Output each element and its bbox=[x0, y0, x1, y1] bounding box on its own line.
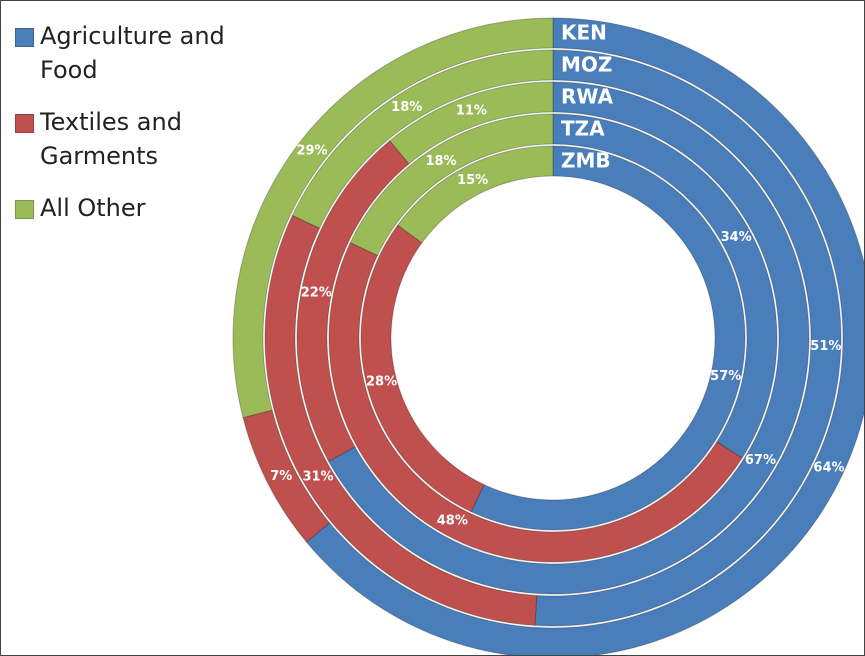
data-label: 15% bbox=[457, 173, 488, 188]
data-label: 7% bbox=[270, 469, 292, 484]
ring-label: KEN bbox=[561, 21, 607, 45]
ring-segment bbox=[349, 113, 554, 257]
legend: Agriculture and Food Textiles and Garment… bbox=[15, 19, 265, 243]
ring-segment bbox=[291, 49, 554, 229]
ring-segment bbox=[552, 113, 778, 459]
data-label: 51% bbox=[810, 339, 841, 354]
data-label: 29% bbox=[296, 144, 327, 159]
ring-segment bbox=[328, 241, 743, 563]
data-label: 34% bbox=[721, 230, 752, 245]
ring-segment bbox=[242, 409, 331, 543]
legend-swatch bbox=[15, 114, 34, 133]
ring-segment bbox=[470, 145, 746, 531]
data-label: 67% bbox=[745, 453, 776, 468]
data-label: 31% bbox=[302, 469, 333, 484]
ring-label: RWA bbox=[561, 85, 614, 109]
data-label: 11% bbox=[456, 104, 487, 119]
legend-swatch bbox=[15, 200, 34, 219]
legend-swatch bbox=[15, 28, 34, 47]
ring-segment bbox=[305, 17, 864, 655]
legend-label: Agriculture and Food bbox=[40, 22, 225, 84]
ring-segment bbox=[396, 145, 554, 244]
data-label: 18% bbox=[391, 100, 422, 115]
ring-segment bbox=[360, 224, 485, 513]
data-label: 57% bbox=[710, 369, 741, 384]
ring-segment bbox=[232, 17, 554, 419]
legend-label: All Other bbox=[40, 194, 146, 222]
data-label: 64% bbox=[813, 460, 844, 475]
data-label: 48% bbox=[437, 514, 468, 529]
legend-item: Textiles and Garments bbox=[15, 105, 265, 173]
ring-label: MOZ bbox=[561, 53, 612, 77]
data-label: 22% bbox=[301, 285, 332, 300]
legend-item: Agriculture and Food bbox=[15, 19, 265, 87]
ring-segment bbox=[327, 81, 810, 595]
ring-segment bbox=[534, 49, 842, 627]
ring-segment bbox=[389, 81, 554, 165]
ring-label: ZMB bbox=[561, 149, 611, 173]
legend-item: All Other bbox=[15, 191, 265, 225]
ring-label: TZA bbox=[561, 117, 605, 141]
data-label: 18% bbox=[425, 154, 456, 169]
legend-label: Textiles and Garments bbox=[40, 108, 182, 170]
data-label: 28% bbox=[366, 375, 397, 390]
ring-segment bbox=[296, 140, 410, 463]
ring-segment bbox=[264, 214, 538, 626]
